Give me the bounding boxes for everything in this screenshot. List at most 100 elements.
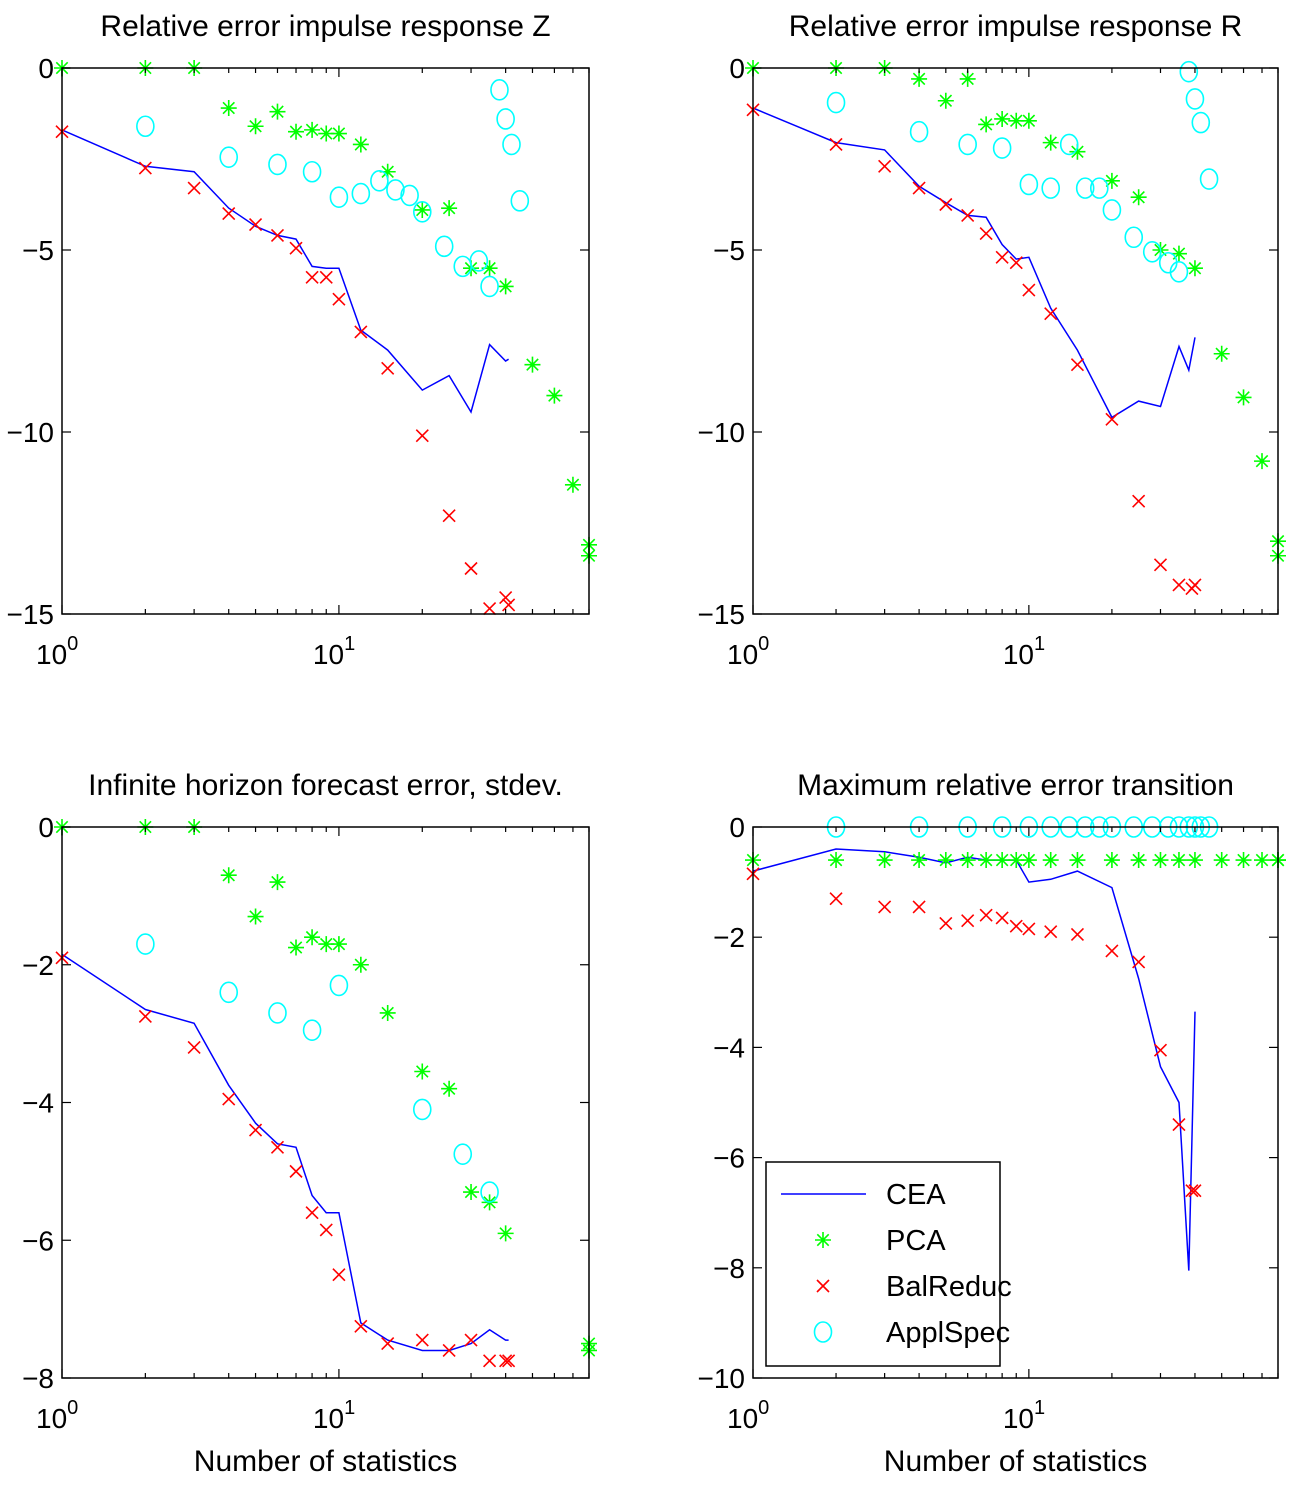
data-point-pca bbox=[994, 852, 1011, 869]
axes-box bbox=[752, 67, 1279, 615]
data-point-applspec bbox=[826, 91, 846, 114]
data-point-pca bbox=[318, 125, 335, 142]
data-point-pca bbox=[1103, 852, 1120, 869]
data-point-pca bbox=[1170, 245, 1187, 262]
series-cea bbox=[752, 107, 1196, 419]
x-tick-base: 10 bbox=[36, 1403, 67, 1434]
data-point-balreduc bbox=[442, 1343, 456, 1358]
data-point-balreduc bbox=[354, 325, 368, 339]
data-point-balreduc bbox=[415, 429, 429, 443]
series-pca bbox=[745, 60, 1286, 564]
x-tick-base: 10 bbox=[1003, 1403, 1034, 1434]
data-point-applspec bbox=[1199, 168, 1219, 190]
y-axis: −8 −6 −4 −2 0 bbox=[22, 812, 589, 1394]
data-point-balreduc bbox=[319, 270, 333, 284]
series-applspec bbox=[136, 79, 530, 298]
series-line-cea bbox=[752, 107, 1196, 419]
data-point-balreduc bbox=[1070, 358, 1085, 372]
data-point-pca bbox=[1130, 852, 1147, 869]
data-point-pca bbox=[959, 70, 976, 87]
data-point-balreduc bbox=[187, 181, 201, 195]
data-point-pca bbox=[269, 874, 286, 891]
data-point-applspec bbox=[1169, 261, 1189, 283]
data-point-applspec bbox=[1191, 111, 1211, 134]
data-point-balreduc bbox=[1022, 283, 1036, 297]
axes-box bbox=[61, 67, 590, 615]
data-point-balreduc bbox=[961, 914, 975, 928]
plot-area bbox=[54, 819, 597, 1368]
data-point-pca bbox=[1103, 172, 1120, 189]
data-point-applspec bbox=[370, 170, 389, 192]
data-point-balreduc bbox=[138, 1009, 152, 1023]
data-point-pca bbox=[220, 100, 237, 117]
data-point-balreduc bbox=[464, 561, 478, 576]
series-balreduc bbox=[55, 951, 516, 1368]
data-point-balreduc bbox=[878, 159, 892, 173]
x-axis: 100 101 bbox=[36, 827, 590, 1434]
data-point-balreduc bbox=[1188, 1184, 1202, 1198]
data-point-balreduc bbox=[289, 241, 303, 255]
series-balreduc bbox=[55, 125, 516, 616]
data-point-pca bbox=[876, 852, 893, 869]
data-point-balreduc bbox=[222, 1092, 236, 1106]
x-tick-exponent: 0 bbox=[758, 633, 769, 655]
series-balreduc bbox=[746, 867, 1202, 1198]
data-point-balreduc bbox=[442, 509, 456, 523]
series-pca bbox=[54, 819, 597, 1359]
data-point-applspec bbox=[453, 1143, 473, 1165]
legend-label: CEA bbox=[886, 1179, 946, 1211]
data-point-applspec bbox=[480, 1181, 499, 1203]
data-point-balreduc bbox=[502, 598, 516, 612]
y-tick-label: −5 bbox=[22, 235, 54, 266]
data-point-applspec bbox=[329, 974, 349, 997]
x-tick-label: 101 bbox=[1003, 1397, 1045, 1434]
y-tick-label: −8 bbox=[22, 1363, 54, 1394]
data-point-balreduc bbox=[332, 1268, 346, 1282]
data-point-pca bbox=[911, 70, 928, 87]
data-point-applspec bbox=[490, 79, 509, 101]
data-point-pca bbox=[1069, 143, 1086, 160]
chart-title: Relative error impulse response Z bbox=[100, 10, 550, 43]
legend-label: BalReduc bbox=[886, 1271, 1012, 1303]
data-point-pca bbox=[288, 123, 305, 140]
y-tick-label: −2 bbox=[713, 922, 745, 953]
data-point-pca bbox=[1170, 852, 1187, 869]
data-point-pca bbox=[994, 110, 1011, 127]
data-point-balreduc bbox=[1105, 412, 1119, 426]
data-point-applspec bbox=[1179, 60, 1199, 83]
data-point-pca bbox=[1020, 852, 1037, 869]
data-point-balreduc bbox=[381, 361, 395, 375]
x-tick-base: 10 bbox=[727, 1403, 758, 1434]
data-point-applspec bbox=[412, 1098, 432, 1121]
x-axis-label: Number of statistics bbox=[194, 1445, 457, 1478]
data-point-balreduc bbox=[1185, 1184, 1199, 1198]
data-point-balreduc bbox=[878, 900, 892, 914]
series-pca bbox=[745, 852, 1286, 869]
data-point-pca bbox=[269, 103, 286, 120]
data-point-applspec bbox=[909, 120, 929, 143]
data-point-pca bbox=[304, 929, 321, 946]
data-point-balreduc bbox=[912, 181, 926, 195]
data-point-applspec bbox=[1124, 226, 1144, 249]
data-point-pca bbox=[1254, 453, 1270, 470]
data-point-pca bbox=[1186, 852, 1203, 869]
data-point-balreduc bbox=[995, 911, 1009, 925]
legend-entry-balreduc: BalReduc bbox=[816, 1271, 1012, 1303]
x-tick-label: 100 bbox=[36, 1397, 78, 1434]
data-point-pca bbox=[352, 956, 369, 973]
data-point-pca bbox=[288, 939, 305, 956]
legend-entry-pca: PCA bbox=[815, 1225, 946, 1257]
data-point-balreduc bbox=[138, 161, 152, 175]
series-cea bbox=[752, 848, 1196, 1271]
data-point-pca bbox=[1008, 852, 1025, 869]
data-point-pca bbox=[546, 387, 563, 404]
data-point-pca bbox=[463, 1184, 480, 1201]
x-tick-exponent: 1 bbox=[1034, 633, 1045, 655]
data-point-pca bbox=[247, 908, 264, 925]
data-point-balreduc bbox=[1044, 307, 1058, 321]
data-point-applspec bbox=[219, 981, 239, 1004]
data-point-balreduc bbox=[483, 601, 497, 616]
x-tick-exponent: 0 bbox=[758, 1397, 769, 1419]
x-tick-label: 101 bbox=[1003, 633, 1045, 670]
